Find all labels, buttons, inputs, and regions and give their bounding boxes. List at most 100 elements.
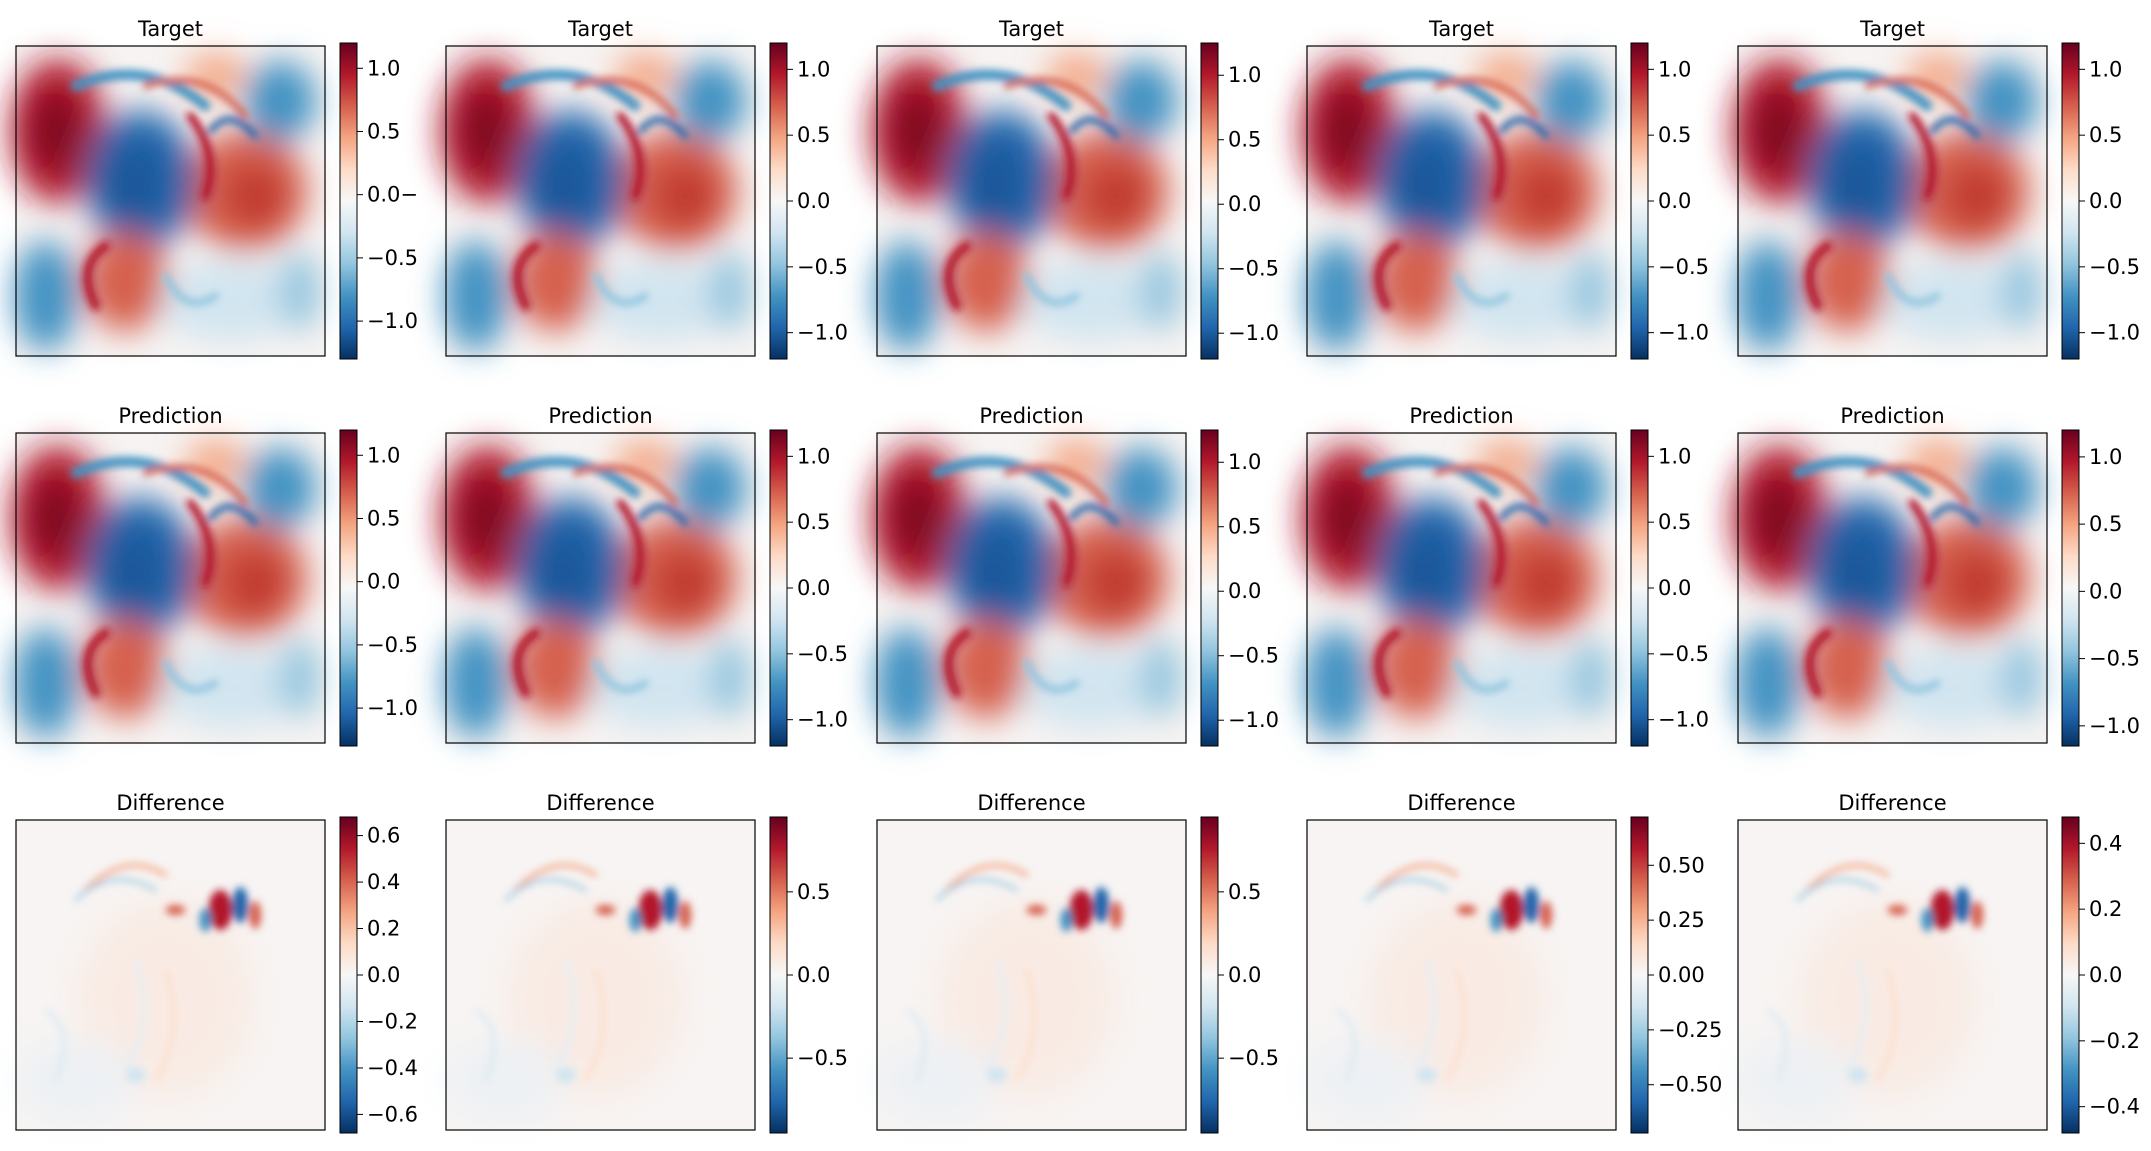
colorbar-tick-label: 1.0 — [367, 443, 400, 467]
colorbar-tick-label: 1.0 — [1658, 57, 1691, 81]
colorbar-tick-label: 0.5 — [367, 119, 400, 143]
colorbar-tick-label: 0.25 — [1658, 908, 1705, 932]
heatmap-image — [1732, 46, 2047, 356]
heatmap-frame — [1306, 432, 1617, 744]
colorbar-tick-label: 1.0 — [797, 444, 830, 468]
colorbar-tick-label: −0.5 — [2089, 255, 2140, 279]
heatmap-frame — [1306, 45, 1617, 357]
colorbar — [2061, 429, 2080, 747]
panel-difference-r2-c1: Difference 0.5 0.0 −0.5 — [446, 791, 848, 1134]
heatmap-frame — [15, 819, 326, 1131]
colorbar — [769, 42, 788, 360]
colorbar — [769, 816, 788, 1134]
colorbar-tick-label: 0.4 — [2089, 831, 2122, 855]
colorbar — [1630, 429, 1649, 747]
panel-target-r0-c3: Target 1.0 0.5 0.0 −0.5 −1.0 — [1301, 17, 1709, 359]
panel-prediction-r1-c0: Prediction 1.0 0.5 0.0 −0.5 −1.0 — [10, 404, 418, 746]
colorbar-tick-label: 0.5 — [2089, 512, 2122, 536]
heatmap-image — [440, 433, 755, 743]
colorbar-tick-label: 0.00 — [1658, 963, 1705, 987]
panel-title: Difference — [116, 791, 224, 815]
colorbar-tick-label: 0.5 — [797, 880, 830, 904]
colorbar-tick-label: 1.0 — [1228, 450, 1261, 474]
colorbar-tick-label: 0.5 — [797, 123, 830, 147]
colorbar-tick-label: 0.6 — [367, 824, 400, 848]
heatmap-image — [871, 433, 1186, 743]
heatmap-frame — [15, 45, 326, 357]
panel-title: Prediction — [1840, 404, 1944, 428]
panel-prediction-r1-c1: Prediction 1.0 0.5 0.0 −0.5 −1.0 — [440, 404, 848, 746]
heatmap-frame — [1737, 45, 2048, 357]
heatmap-image — [871, 46, 1186, 356]
heatmap-frame — [876, 45, 1187, 357]
panel-title: Difference — [546, 791, 654, 815]
heatmap-image — [1301, 46, 1616, 356]
heatmap-image — [10, 46, 325, 356]
heatmap-frame — [876, 819, 1187, 1131]
colorbar-tick-label: 0.0 — [367, 963, 400, 987]
heatmap-frame — [15, 432, 326, 744]
colorbar-tick-label: 0.0 — [797, 963, 830, 987]
colorbar — [2061, 42, 2080, 360]
heatmap-frame — [1306, 819, 1617, 1131]
colorbar-tick-label: 0.0 — [797, 576, 830, 600]
colorbar-tick-label: 0.0 — [1228, 579, 1261, 603]
colorbar-tick-label: −1.0 — [1658, 708, 1709, 732]
heatmap-image — [877, 820, 1186, 1130]
colorbar-tick-label: −0.5 — [367, 633, 418, 657]
colorbar-tick-label: −0.5 — [367, 246, 418, 270]
colorbar-tick-label: 0.5 — [1228, 128, 1261, 152]
colorbar-tick-label: 1.0 — [797, 57, 830, 81]
heatmap-image — [440, 46, 755, 356]
colorbar-tick-label: 0.2 — [2089, 897, 2122, 921]
panel-title: Prediction — [548, 404, 652, 428]
colorbar-tick-label: 0.5 — [797, 510, 830, 534]
colorbar-tick-label: 0.0 — [1228, 963, 1261, 987]
colorbar-tick-label: −1.0 — [1228, 321, 1279, 345]
colorbar-tick-label: −1.0 — [367, 309, 418, 333]
heatmap-image — [1307, 820, 1616, 1130]
colorbar — [1630, 42, 1649, 360]
heatmap-image — [1738, 820, 2047, 1130]
heatmap-frame — [1737, 432, 2048, 744]
colorbar-tick-label: 0.5 — [1228, 515, 1261, 539]
colorbar-tick-label: 1.0 — [1658, 444, 1691, 468]
panel-title: Difference — [1407, 791, 1515, 815]
colorbar-tick-label: 0.5 — [1658, 123, 1691, 147]
colorbar — [339, 42, 358, 360]
heatmap-frame — [876, 432, 1187, 744]
colorbar — [1200, 429, 1219, 747]
colorbar-tick-label: 0.5 — [367, 506, 400, 530]
colorbar-tick-label: −0.5 — [797, 255, 848, 279]
panel-title: Prediction — [979, 404, 1083, 428]
colorbar-tick-label: −1.0 — [367, 696, 418, 720]
panel-target-r0-c2: Target 1.0 0.5 0.0 −0.5 −1.0 — [871, 17, 1279, 359]
panel-difference-r2-c2: Difference 0.5 0.0 −0.5 — [876, 791, 1279, 1134]
panel-target-r0-c0: Target 1.0 0.5 0.0− −0.5 −1.0 — [10, 17, 418, 359]
heatmap-frame — [1737, 819, 2048, 1131]
colorbar-tick-label: 0.50 — [1658, 853, 1705, 877]
heatmap-image — [1301, 433, 1616, 743]
colorbar-tick-label: −1.0 — [797, 321, 848, 345]
colorbar-tick-label: −1.0 — [2089, 321, 2140, 345]
colorbar-tick-label: 1.0 — [1228, 63, 1261, 87]
heatmap-image — [1732, 433, 2047, 743]
colorbar — [1630, 816, 1649, 1134]
colorbar-tick-label: −0.5 — [1228, 1046, 1279, 1070]
colorbar-tick-label: 0.0 — [2089, 579, 2122, 603]
heatmap-image — [446, 820, 755, 1130]
colorbar-tick-label: 1.0 — [2089, 57, 2122, 81]
colorbar-tick-label: −0.5 — [1658, 255, 1709, 279]
colorbar — [339, 429, 358, 747]
colorbar-tick-label: −0.5 — [797, 642, 848, 666]
colorbar-tick-label: 0.5 — [2089, 123, 2122, 147]
heatmap-image — [10, 433, 325, 743]
colorbar-tick-label: −1.0 — [1228, 708, 1279, 732]
colorbar — [1200, 42, 1219, 360]
colorbar-tick-label: −0.25 — [1658, 1018, 1722, 1042]
colorbar-tick-label: −0.6 — [367, 1102, 418, 1126]
colorbar-tick-label: 1.0 — [367, 56, 400, 80]
panel-prediction-r1-c3: Prediction 1.0 0.5 0.0 −0.5 −1.0 — [1301, 404, 1709, 746]
panel-title: Prediction — [1409, 404, 1513, 428]
